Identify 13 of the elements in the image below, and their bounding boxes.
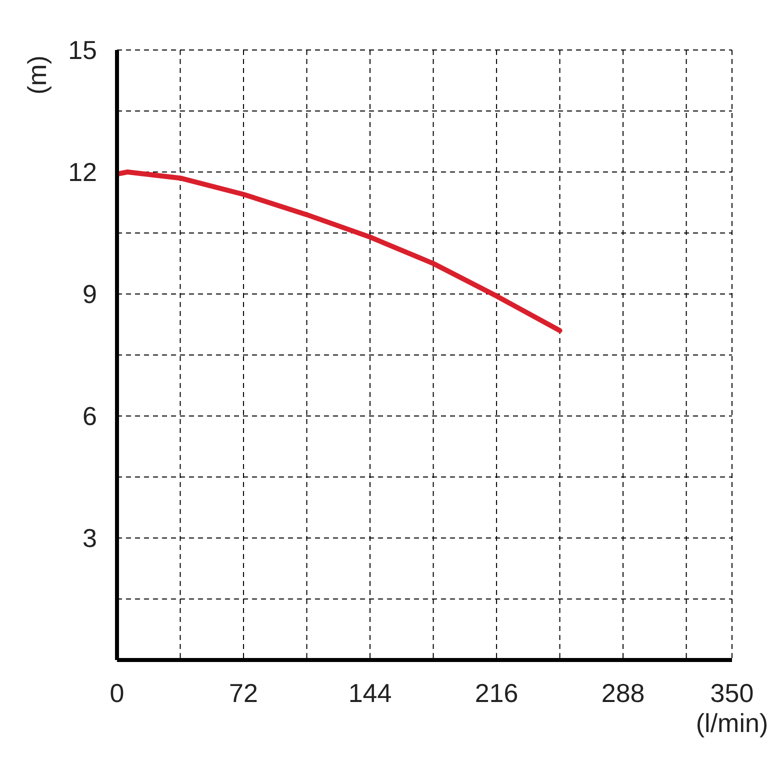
x-tick-label: 72	[229, 678, 258, 708]
x-tick-label: 288	[601, 678, 645, 708]
x-tick-label: 0	[110, 678, 124, 708]
y-tick-label: 12	[68, 157, 97, 187]
y-tick-label: 9	[82, 279, 97, 309]
y-axis-title: (m)	[22, 56, 52, 94]
x-tick-label: 216	[474, 678, 518, 708]
x-tick-label: 144	[348, 678, 392, 708]
y-tick-label: 6	[82, 401, 97, 431]
x-tick-label: 350	[710, 678, 754, 708]
x-axis-title: (l/min)	[696, 708, 768, 738]
y-tick-label: 3	[82, 523, 97, 553]
y-tick-label: 15	[68, 35, 97, 65]
